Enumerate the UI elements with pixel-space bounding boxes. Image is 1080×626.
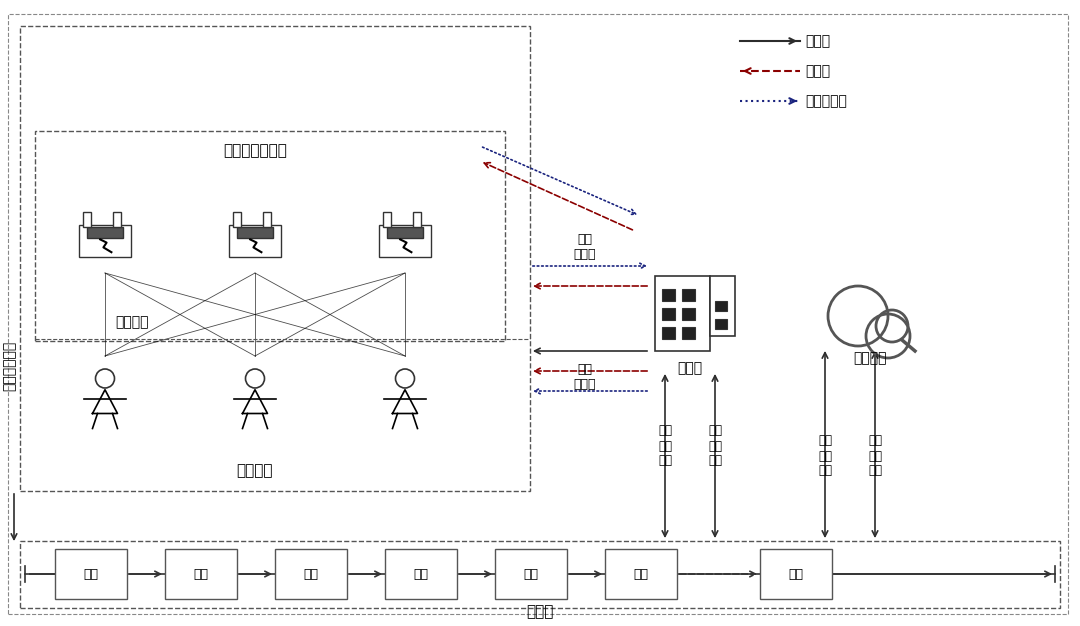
FancyBboxPatch shape (82, 212, 91, 227)
FancyBboxPatch shape (80, 225, 131, 257)
Text: 交暘电价: 交暘电价 (114, 315, 149, 329)
FancyBboxPatch shape (710, 276, 735, 336)
Text: 隐私
交易
电价: 隐私 交易 电价 (658, 424, 672, 468)
FancyBboxPatch shape (662, 327, 675, 339)
Text: 区块: 区块 (524, 568, 539, 580)
Text: 区块: 区块 (634, 568, 648, 580)
FancyBboxPatch shape (760, 549, 832, 599)
Text: 区块: 区块 (193, 568, 208, 580)
FancyBboxPatch shape (662, 289, 675, 301)
FancyBboxPatch shape (275, 549, 347, 599)
FancyBboxPatch shape (495, 549, 567, 599)
Text: 隐私
月结
信息: 隐私 月结 信息 (868, 434, 882, 478)
FancyBboxPatch shape (662, 308, 675, 320)
Text: 隐私
月结
信息: 隐私 月结 信息 (708, 424, 723, 468)
Text: 区块: 区块 (83, 568, 98, 580)
FancyBboxPatch shape (113, 212, 121, 227)
Text: 电费
用电量: 电费 用电量 (573, 363, 596, 391)
FancyBboxPatch shape (681, 289, 696, 301)
Text: 区块链: 区块链 (526, 604, 554, 619)
FancyBboxPatch shape (55, 549, 127, 599)
FancyBboxPatch shape (681, 308, 696, 320)
Text: 运营商: 运营商 (677, 361, 703, 375)
Text: 区块: 区块 (414, 568, 429, 580)
FancyBboxPatch shape (654, 276, 710, 351)
FancyBboxPatch shape (87, 227, 123, 238)
FancyBboxPatch shape (715, 301, 727, 311)
Text: 区块: 区块 (788, 568, 804, 580)
FancyBboxPatch shape (229, 225, 281, 257)
Text: 电力用户: 电力用户 (237, 463, 273, 478)
Text: 资金流: 资金流 (805, 64, 831, 78)
FancyBboxPatch shape (379, 225, 431, 257)
FancyBboxPatch shape (388, 227, 422, 238)
FancyBboxPatch shape (384, 549, 457, 599)
FancyBboxPatch shape (232, 212, 241, 227)
Text: 区块: 区块 (303, 568, 319, 580)
FancyBboxPatch shape (605, 549, 677, 599)
FancyBboxPatch shape (681, 327, 696, 339)
Text: 物理电量流: 物理电量流 (805, 94, 847, 108)
Text: 隐私交易电价: 隐私交易电价 (2, 341, 16, 391)
Text: 信息流: 信息流 (805, 34, 831, 48)
Text: 电费
用电量: 电费 用电量 (573, 233, 596, 261)
FancyBboxPatch shape (715, 319, 727, 329)
FancyBboxPatch shape (264, 212, 271, 227)
Text: 分布式发电企业: 分布式发电企业 (224, 143, 287, 158)
FancyBboxPatch shape (165, 549, 237, 599)
FancyBboxPatch shape (382, 212, 391, 227)
Text: 隐私
交易
电价: 隐私 交易 电价 (818, 434, 832, 478)
Text: 监管机构: 监管机构 (853, 351, 887, 365)
FancyBboxPatch shape (413, 212, 421, 227)
FancyBboxPatch shape (238, 227, 272, 238)
